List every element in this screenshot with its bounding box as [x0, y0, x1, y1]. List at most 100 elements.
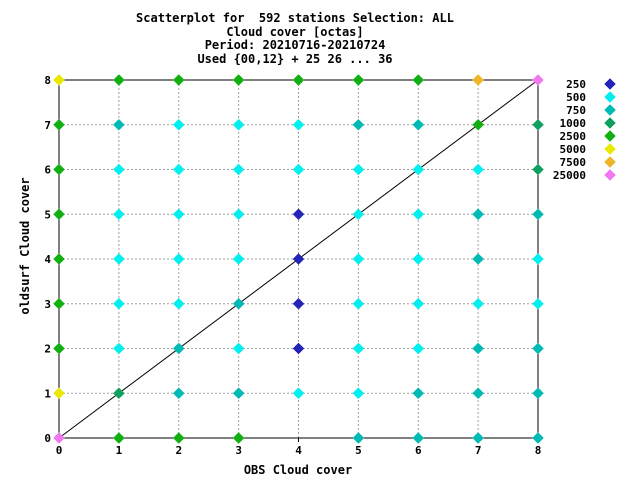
data-point [172, 74, 185, 86]
chart-title: Scatterplot for 592 stations Selection: … [136, 11, 454, 25]
data-point [352, 297, 365, 310]
data-point [412, 253, 425, 265]
data-point [53, 297, 65, 310]
y-tick-label: 2 [44, 343, 51, 356]
data-point [53, 253, 65, 265]
data-point [172, 118, 185, 131]
data-point [232, 387, 245, 400]
data-point [412, 208, 425, 221]
chart-subtitle-period: Period: 20210716-20210724 [204, 38, 386, 52]
data-point [412, 74, 425, 86]
data-point [113, 118, 125, 131]
data-point [292, 74, 305, 86]
data-point [292, 208, 305, 221]
data-point [292, 297, 305, 310]
data-point [232, 342, 245, 355]
y-tick-label: 5 [44, 208, 51, 221]
x-tick-label: 3 [235, 444, 242, 457]
data-point [352, 342, 365, 355]
chart-title-block: Scatterplot for 592 stations Selection: … [0, 11, 590, 66]
x-tick-label: 8 [535, 444, 542, 457]
data-point [53, 387, 65, 400]
x-axis-label: OBS Cloud cover [244, 463, 352, 477]
data-point [412, 163, 425, 176]
legend-entry-marker [604, 130, 616, 142]
data-point [532, 432, 544, 444]
data-point [53, 342, 65, 355]
legend-entry-label: 2500 [560, 130, 587, 143]
data-point [53, 74, 65, 86]
legend-entry-marker [604, 117, 616, 129]
data-point [113, 432, 125, 444]
legend-entry-label: 7500 [560, 156, 587, 169]
data-point [532, 253, 544, 265]
legend-entry-marker [604, 104, 616, 116]
data-point [472, 387, 484, 400]
data-point [472, 297, 484, 310]
data-point [232, 208, 245, 221]
data-point [172, 297, 185, 310]
data-point [532, 208, 544, 221]
data-point [532, 74, 544, 86]
data-point [232, 253, 245, 265]
data-point [532, 118, 544, 131]
data-point [232, 74, 245, 86]
legend-entry-label: 250 [566, 78, 586, 91]
data-point [172, 342, 185, 355]
y-tick-label: 3 [44, 298, 51, 311]
data-point [113, 387, 125, 400]
x-tick-label: 5 [355, 444, 362, 457]
legend-entry-label: 25000 [553, 169, 586, 182]
data-point [292, 253, 305, 265]
data-point [172, 387, 185, 400]
data-point [113, 74, 125, 86]
legend-entry-marker [604, 91, 616, 103]
data-point [172, 208, 185, 221]
y-tick-label: 7 [44, 119, 51, 132]
data-point [532, 342, 544, 355]
legend-entry-marker [604, 78, 616, 90]
data-point [532, 163, 544, 176]
data-point [472, 432, 484, 444]
data-point [412, 342, 425, 355]
x-tick-label: 1 [116, 444, 123, 457]
y-tick-label: 0 [44, 432, 51, 445]
data-point [292, 387, 305, 400]
y-tick-label: 4 [44, 253, 51, 266]
data-point [53, 163, 65, 176]
data-point [352, 118, 365, 131]
data-point [53, 432, 65, 444]
x-tick-label: 2 [175, 444, 182, 457]
data-point [53, 118, 65, 131]
data-point [232, 163, 245, 176]
data-point [53, 208, 65, 221]
data-point [113, 297, 125, 310]
data-point [472, 163, 484, 176]
legend-entry-label: 750 [566, 104, 586, 117]
data-point [172, 432, 185, 444]
data-point [472, 208, 484, 221]
data-point [172, 163, 185, 176]
data-point [532, 297, 544, 310]
data-point [232, 118, 245, 131]
data-point [472, 118, 484, 131]
data-point [472, 342, 484, 355]
data-point [113, 253, 125, 265]
data-point [292, 118, 305, 131]
x-tick-label: 6 [415, 444, 422, 457]
data-point [352, 163, 365, 176]
legend-entry-marker [604, 143, 616, 155]
data-point [113, 342, 125, 355]
legend-entry-label: 500 [566, 91, 586, 104]
x-tick-label: 4 [295, 444, 302, 457]
legend-entry-marker [604, 169, 616, 181]
data-point [412, 387, 425, 400]
data-point [412, 297, 425, 310]
chart-subtitle-used: Used {00,12} + 25 26 ... 36 [197, 51, 393, 66]
data-point [113, 163, 125, 176]
data-point [412, 118, 425, 131]
data-points [53, 74, 544, 444]
data-point [412, 432, 425, 444]
